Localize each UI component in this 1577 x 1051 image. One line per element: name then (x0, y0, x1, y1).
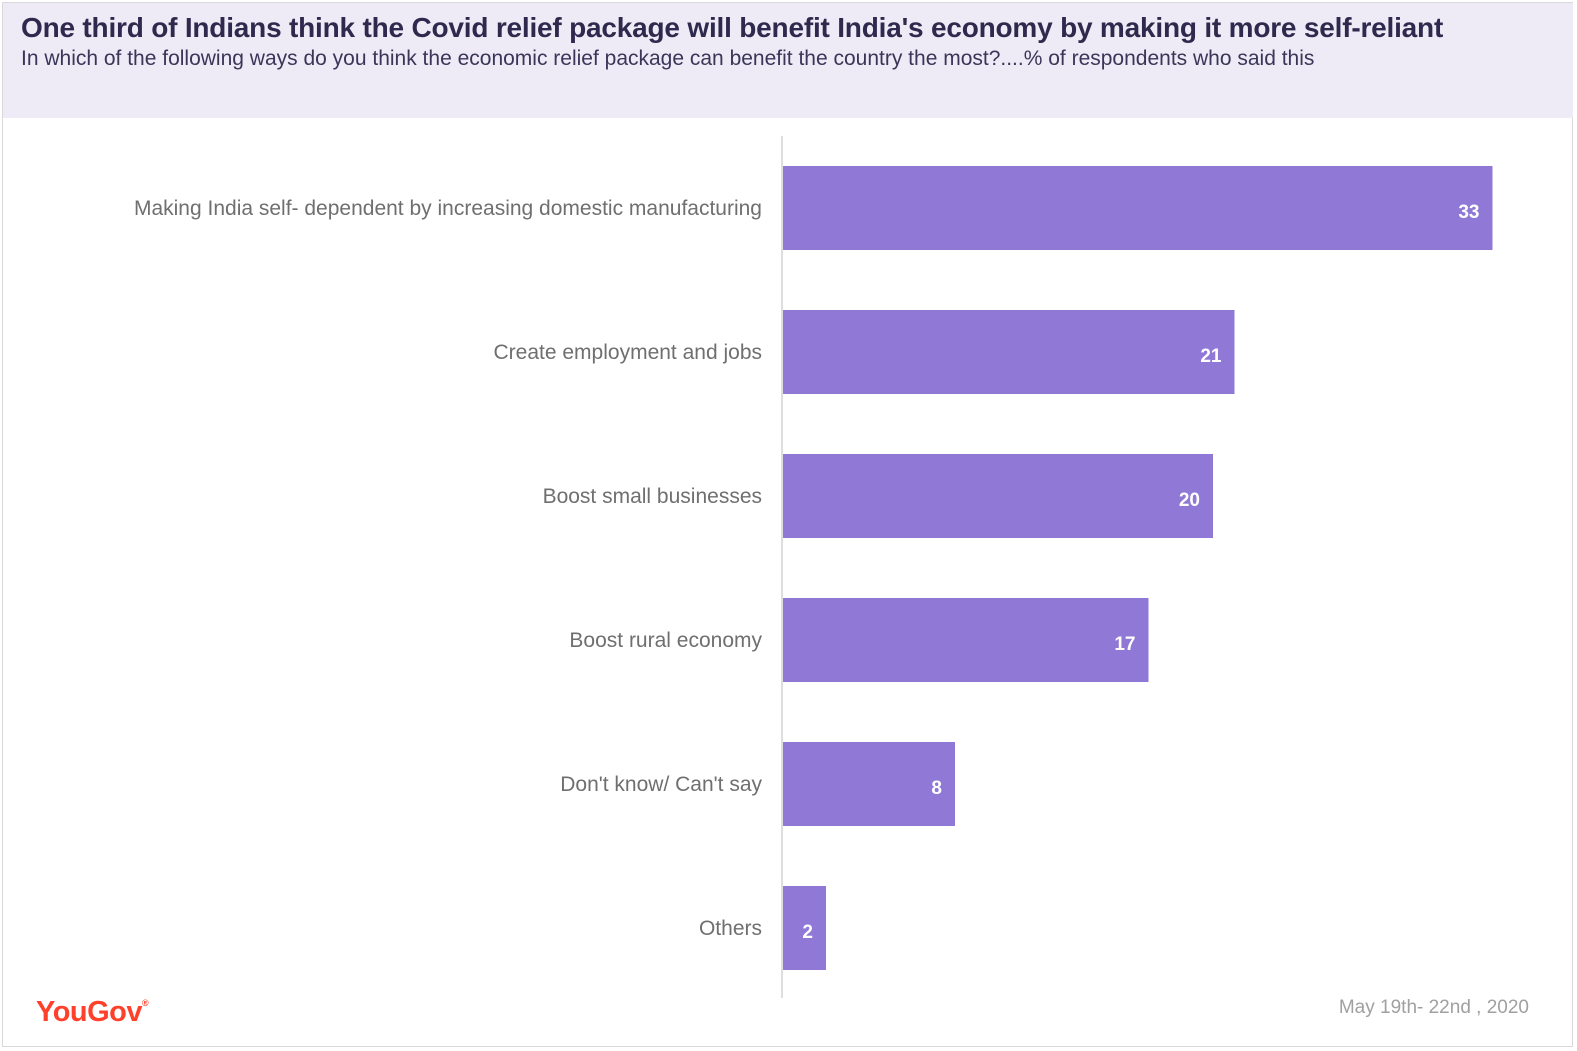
category-label: Create employment and jobs (494, 341, 762, 364)
category-label: Don't know/ Can't say (560, 773, 762, 796)
bar (783, 454, 1213, 538)
chart-subtitle: In which of the following ways do you th… (21, 47, 1315, 70)
chart-title: One third of Indians think the Covid rel… (21, 12, 1444, 43)
logo-mark: ® (142, 998, 149, 1008)
value-label: 8 (931, 778, 942, 799)
category-label: Making India self- dependent by increasi… (134, 197, 762, 220)
value-label: 2 (802, 922, 813, 943)
bar (783, 886, 826, 970)
value-label: 21 (1200, 346, 1222, 367)
category-label: Boost rural economy (569, 629, 762, 652)
value-label: 33 (1458, 202, 1479, 223)
bar (783, 166, 1493, 250)
bar (783, 598, 1149, 682)
chart-header: One third of Indians think the Covid rel… (3, 3, 1573, 118)
value-label: 20 (1179, 490, 1200, 511)
category-label: Others (699, 917, 762, 940)
bar (783, 310, 1235, 394)
survey-date: May 19th- 22nd , 2020 (1338, 997, 1529, 1018)
yougov-logo: YouGov® (36, 996, 149, 1029)
brand-name: YouGov (36, 996, 143, 1028)
category-label: Boost small businesses (543, 485, 762, 508)
bar (783, 742, 955, 826)
value-label: 17 (1114, 634, 1135, 655)
